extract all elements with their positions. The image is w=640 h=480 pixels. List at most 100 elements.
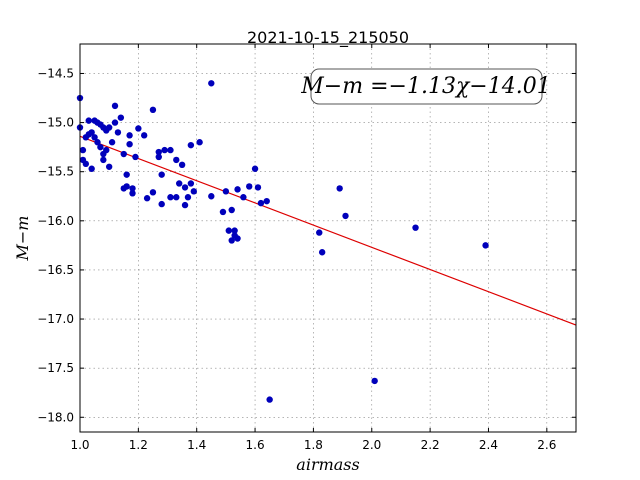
data-point	[82, 160, 90, 168]
data-point	[105, 124, 113, 131]
data-point	[155, 153, 162, 161]
data-point	[251, 165, 259, 172]
data-point	[123, 183, 130, 190]
data-point	[88, 129, 95, 136]
data-point	[254, 184, 262, 191]
data-point	[240, 194, 247, 201]
annotation-frame	[310, 68, 543, 105]
y-tick-label: −17.5	[37, 361, 74, 375]
data-point	[482, 242, 489, 249]
data-point	[79, 146, 87, 154]
data-point	[105, 163, 113, 170]
data-point	[219, 208, 227, 216]
fit-layer	[79, 135, 577, 326]
data-point	[222, 188, 230, 195]
data-point	[114, 129, 122, 136]
plot-frame	[79, 43, 577, 433]
y-tick-label: −15.5	[37, 165, 74, 179]
data-point	[228, 206, 235, 214]
x-tick-label: 1.8	[304, 438, 323, 452]
data-point	[316, 229, 323, 236]
data-point	[149, 189, 157, 196]
data-point	[94, 139, 101, 146]
data-point	[103, 146, 110, 154]
data-point	[88, 165, 95, 172]
data-point	[266, 396, 273, 403]
data-point	[123, 171, 130, 178]
data-point	[181, 201, 189, 209]
data-point	[91, 134, 98, 141]
x-tick-label: 2.0	[362, 438, 381, 452]
data-point	[184, 194, 192, 201]
data-point	[336, 185, 343, 192]
x-tick-label: 1.4	[187, 438, 206, 452]
x-tick-label: 1.6	[246, 438, 265, 452]
data-point	[176, 180, 183, 187]
x-tick-label: 1.0	[70, 438, 89, 452]
y-tick-label: −16.5	[37, 263, 74, 277]
data-point	[231, 227, 238, 234]
fit-equation: M−m =−1.13χ−14.01	[300, 74, 550, 99]
ticks-layer: 1.0 1.2 1.4 1.6 1.8 2.0 2.2 2.4 2.6 −14.5 −15.0 −15…	[37, 44, 576, 452]
data-point	[167, 194, 174, 201]
data-point	[97, 143, 104, 151]
data-point	[167, 146, 174, 154]
fit-annotation: M−m =−1.13χ−14.01	[300, 68, 551, 105]
data-point	[371, 377, 378, 385]
data-point	[263, 197, 270, 205]
data-point	[126, 140, 133, 148]
data-point	[158, 171, 165, 178]
x-tick-label: 2.2	[421, 438, 440, 452]
data-point	[246, 183, 253, 190]
x-tick-label: 2.4	[479, 438, 498, 452]
data-point	[126, 132, 133, 139]
data-point	[161, 146, 168, 154]
data-point	[85, 117, 92, 124]
data-point	[234, 235, 241, 242]
y-tick-label: −15.0	[37, 116, 74, 130]
data-point	[342, 212, 349, 220]
data-point	[108, 139, 116, 146]
y-tick-label: −14.5	[37, 66, 74, 80]
data-point	[129, 185, 136, 192]
data-point	[173, 194, 180, 201]
data-point	[208, 80, 215, 87]
chart-title: 2021-10-15_215050	[247, 28, 409, 48]
points-layer	[76, 80, 489, 403]
y-tick-label: −16.0	[37, 214, 74, 228]
data-point	[100, 156, 107, 164]
data-point	[228, 237, 235, 244]
data-point	[129, 190, 136, 197]
data-point	[196, 139, 203, 146]
data-point	[318, 249, 326, 256]
y-tick-label: −17.0	[37, 312, 74, 326]
data-point	[225, 227, 232, 234]
data-point	[155, 148, 162, 156]
data-point	[173, 156, 180, 164]
data-point	[178, 161, 186, 169]
data-point	[140, 132, 148, 139]
data-point	[111, 119, 119, 126]
data-point	[234, 186, 241, 193]
data-point	[149, 106, 157, 114]
data-point	[117, 114, 125, 121]
data-point	[208, 193, 215, 200]
x-axis-label: airmass	[296, 455, 359, 474]
x-tick-label: 1.2	[129, 438, 148, 452]
data-point	[135, 125, 142, 132]
y-tick-label: −18.0	[37, 410, 74, 424]
data-point	[120, 150, 127, 158]
data-point	[158, 200, 165, 208]
data-point	[187, 180, 195, 187]
data-point	[187, 141, 195, 149]
x-tick-label: 2.6	[537, 438, 556, 452]
data-point	[111, 102, 119, 110]
data-point	[257, 199, 265, 207]
data-point	[412, 224, 419, 231]
fit-line	[79, 135, 577, 326]
data-point	[132, 153, 139, 161]
data-point	[190, 188, 197, 195]
data-point	[143, 195, 151, 202]
y-axis-label: M−m	[13, 216, 32, 262]
